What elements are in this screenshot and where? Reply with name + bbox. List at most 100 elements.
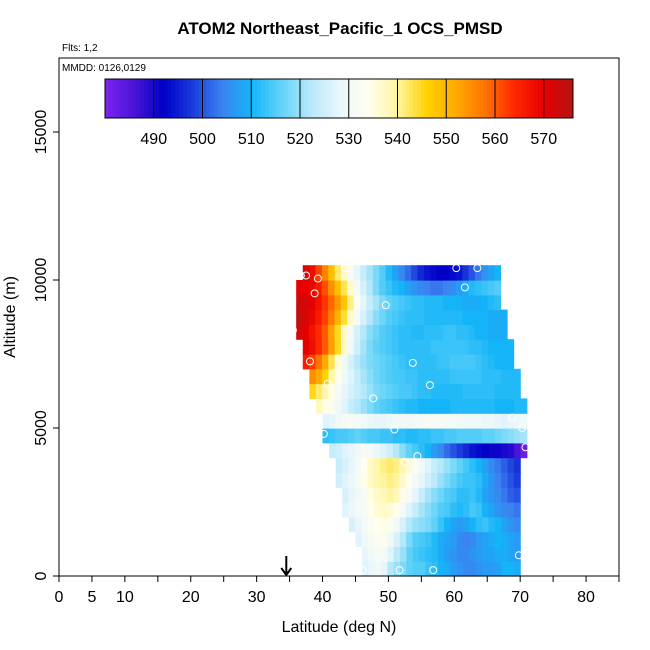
heat-cell (296, 324, 304, 340)
heat-cell (334, 354, 342, 370)
heat-cell (322, 398, 330, 414)
heat-cell (373, 428, 381, 444)
heat-cell (417, 368, 425, 385)
heat-cell (334, 309, 342, 325)
heat-cell (399, 502, 407, 518)
heat-cell (437, 487, 445, 503)
heat-cell (399, 472, 407, 488)
heat-cell (340, 280, 348, 296)
heat-cell (462, 457, 470, 473)
heat-cell (463, 502, 470, 518)
heat-cell (463, 487, 470, 503)
heat-cell (513, 472, 521, 488)
heat-cell (393, 531, 401, 547)
heat-cell (418, 398, 426, 414)
heat-cell (437, 502, 445, 518)
heat-cell (321, 339, 329, 355)
heat-cell (456, 457, 464, 473)
heat-cell (347, 398, 355, 414)
heat-cell (494, 324, 502, 340)
heat-cell (482, 442, 490, 459)
heat-cell (462, 383, 470, 399)
heat-cell (353, 354, 361, 370)
colorbar-segment (335, 79, 340, 118)
heat-cell (341, 339, 349, 355)
heat-cell (328, 294, 336, 311)
heat-cell (372, 324, 380, 340)
heat-cell (348, 413, 356, 429)
colorbar-segment (155, 79, 161, 118)
heat-cell (380, 502, 388, 518)
heat-cell (494, 472, 502, 488)
heat-cell (450, 413, 458, 429)
observation-point (358, 566, 367, 575)
heat-cell (322, 413, 330, 429)
heat-cell (385, 280, 393, 296)
heat-cell (450, 531, 458, 547)
heat-cell (463, 561, 471, 577)
heat-cell (482, 546, 490, 562)
heat-cell (482, 457, 489, 473)
heat-cell (379, 294, 387, 311)
heat-cell (386, 413, 394, 429)
heat-cell (405, 368, 413, 385)
x-tick-label: 50 (380, 589, 398, 606)
colorbar-segment (534, 79, 539, 118)
heat-cell (474, 280, 482, 296)
heat-cell (469, 442, 477, 459)
heat-cell (379, 383, 387, 399)
heat-cell (481, 354, 489, 370)
x-tick-label: 70 (511, 589, 529, 606)
observation-point (302, 271, 311, 280)
heat-cell (437, 561, 445, 577)
heat-cell (462, 354, 470, 370)
heat-cell (308, 309, 316, 325)
heat-cell (462, 398, 470, 414)
heat-cell (507, 398, 515, 414)
heat-cell (406, 561, 414, 577)
heat-cell (507, 339, 515, 355)
heat-cell (437, 546, 445, 562)
heat-cell (393, 487, 401, 503)
heat-cell (437, 457, 445, 473)
heat-cell (342, 472, 350, 488)
heat-cell (481, 324, 489, 340)
heat-cell (455, 280, 463, 296)
x-tick-label: 60 (445, 589, 463, 606)
colorbar-segment (518, 79, 523, 118)
heat-cell (462, 339, 470, 355)
heat-cell (500, 309, 508, 325)
colorbar-segment (225, 79, 231, 118)
heat-cell (342, 502, 350, 518)
observation-point (408, 358, 417, 367)
heat-cell (380, 516, 388, 533)
heat-cell (501, 457, 509, 473)
heat-cell (411, 280, 419, 296)
heat-cell (379, 368, 387, 385)
heat-cell (469, 487, 477, 503)
heat-cell (456, 546, 464, 562)
colorbar-segment (530, 79, 535, 118)
heat-cell (322, 368, 330, 385)
heat-cell (469, 472, 477, 488)
heat-cell (513, 531, 521, 547)
heat-cell (431, 546, 439, 562)
heat-cell (481, 383, 489, 399)
heat-cell (412, 546, 420, 562)
colorbar-segment (381, 79, 387, 118)
heat-cell (347, 383, 355, 399)
heat-cell (354, 368, 362, 385)
heat-cell (501, 546, 509, 562)
observation-point (514, 551, 523, 560)
colorbar-segment (393, 79, 398, 118)
heat-cell (412, 457, 419, 473)
heat-cell (373, 413, 381, 429)
heat-cell (411, 398, 419, 414)
colorbar-segment (370, 79, 375, 118)
heat-cell (462, 265, 470, 281)
heat-cell (328, 398, 336, 414)
heat-cell (322, 383, 330, 399)
heat-cell (411, 383, 419, 399)
heat-cell (431, 516, 439, 533)
y-axis-label: Altitude (m) (2, 276, 19, 358)
